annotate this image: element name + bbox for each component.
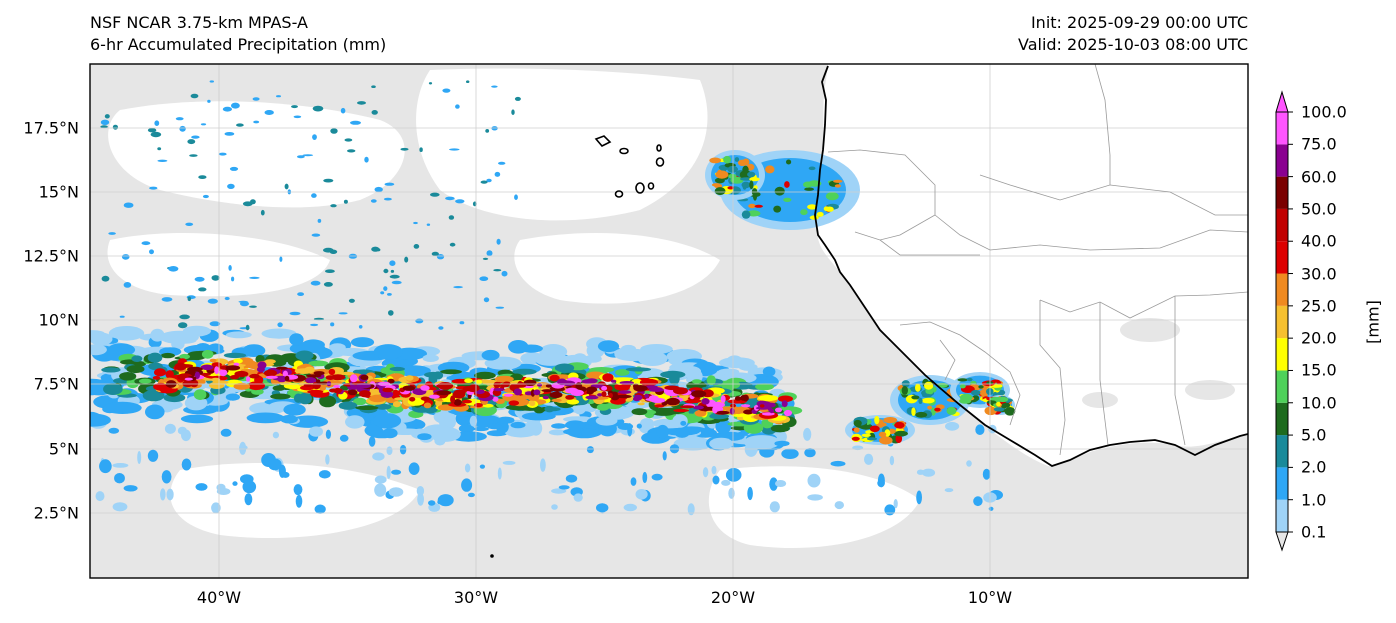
- colorbar-segment: [1276, 370, 1288, 403]
- colorbar-segment: [1276, 273, 1288, 306]
- colorbar-segment: [1276, 435, 1288, 468]
- colorbar-segment: [1276, 208, 1288, 242]
- colorbar-level-label: 40.0: [1301, 231, 1337, 251]
- colorbar-frame: [1275, 111, 1289, 533]
- title-block: NSF NCAR 3.75-km MPAS-A 6-hr Accumulated…: [90, 12, 386, 56]
- colorbar-segment: [1276, 241, 1288, 274]
- colorbar-level-label: 10.0: [1301, 393, 1337, 413]
- lat-label: 10°N: [38, 310, 79, 330]
- colorbar-unit: [mm]: [1363, 300, 1383, 344]
- colorbar-segment: [1276, 305, 1288, 339]
- colorbar-level-label: 100.0: [1301, 102, 1347, 122]
- lat-label: 2.5°N: [33, 503, 79, 523]
- colorbar-level-label: 25.0: [1301, 296, 1337, 316]
- country-borders: [827, 64, 1248, 456]
- colorbar-level-label: 30.0: [1301, 264, 1337, 284]
- colorbar-level-label: 15.0: [1301, 360, 1337, 380]
- cape-verde-islands: [594, 135, 665, 198]
- colorbar-low-extend: [1275, 531, 1289, 552]
- time-block: Init: 2025-09-29 00:00 UTC Valid: 2025-1…: [1018, 12, 1248, 56]
- model-title: NSF NCAR 3.75-km MPAS-A: [90, 13, 308, 32]
- colorbar-level-label: 60.0: [1301, 167, 1337, 187]
- colorbar-segment: [1276, 499, 1288, 532]
- lat-label: 15°N: [38, 182, 79, 202]
- graticule: [90, 64, 1248, 578]
- colorbar-level-label: 20.0: [1301, 328, 1337, 348]
- lon-label: 20°W: [710, 588, 756, 607]
- colorbar-high-extend: [1275, 90, 1289, 113]
- map-field: [90, 64, 1248, 578]
- lat-label: 7.5°N: [33, 374, 79, 394]
- colorbar-level-label: 0.1: [1301, 522, 1327, 542]
- map-frame: [89, 63, 1249, 579]
- colorbar-segment: [1276, 402, 1288, 436]
- colorbar-segment: [1276, 112, 1288, 145]
- init-time: Init: 2025-09-29 00:00 UTC: [1030, 13, 1248, 32]
- colorbar-level-label: 50.0: [1301, 199, 1337, 219]
- lon-label: 10°W: [967, 588, 1013, 607]
- lat-label: 5°N: [48, 439, 79, 459]
- land-light-precip: [1082, 318, 1235, 408]
- lon-label: 40°W: [196, 588, 242, 607]
- islet-marker: [490, 554, 494, 558]
- colorbar-segment: [1276, 144, 1288, 177]
- colorbar-level-label: 75.0: [1301, 134, 1337, 154]
- colorbar-segment: [1276, 467, 1288, 500]
- colorbar-level-label: 1.0: [1301, 490, 1327, 510]
- field-title: 6-hr Accumulated Precipitation (mm): [90, 35, 387, 54]
- lat-label: 17.5°N: [23, 118, 79, 138]
- coastline: [814, 65, 1248, 467]
- lon-label: 30°W: [453, 588, 499, 607]
- colorbar-level-label: 2.0: [1301, 457, 1327, 477]
- colorbar-segment: [1276, 338, 1288, 371]
- lat-label: 12.5°N: [23, 246, 79, 266]
- precip-field: [90, 80, 1016, 516]
- colorbar-level-label: 5.0: [1301, 425, 1327, 445]
- colorbar: [1275, 90, 1293, 552]
- colorbar-segment: [1276, 176, 1288, 209]
- valid-time: Valid: 2025-10-03 08:00 UTC: [1017, 35, 1248, 54]
- land-mass: [815, 64, 1248, 467]
